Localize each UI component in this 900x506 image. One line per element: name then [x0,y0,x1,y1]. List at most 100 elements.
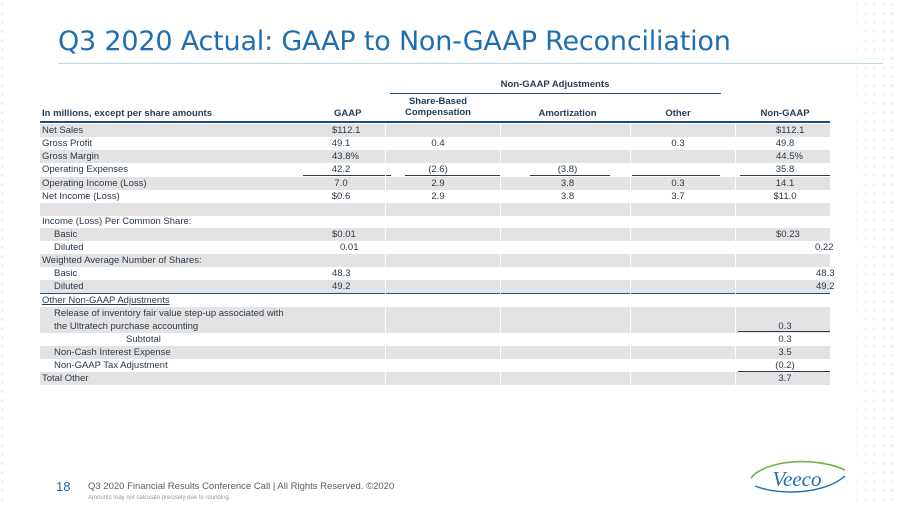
non-gaap-value: 0.3 [778,321,792,332]
column-header-other: Other [665,108,691,119]
non-gaap-value: 0.3 [778,334,792,345]
sbc-value: (2.6) [428,164,448,175]
table-row: Operating Income (Loss) 7.0 2.9 3.8 0.3 … [40,177,830,190]
row-label: Non-Cash Interest Expense [54,347,171,358]
footer-text: Q3 2020 Financial Results Conference Cal… [88,481,395,492]
column-separator [735,123,736,385]
gaap-value: 49.2 [332,281,351,292]
row-label: Net Income (Loss) [42,191,120,202]
table-row-blank [40,203,830,216]
row-label: Net Sales [42,125,84,136]
row-label: Subtotal [126,334,161,345]
title-divider [58,63,883,64]
row-label: Total Other [42,373,89,384]
table-row: Other Non-GAAP Adjustments [40,294,830,307]
table-row: Net Sales $112.1 $112.1 [40,124,830,137]
other-value: 0.3 [671,178,685,189]
table-row: Diluted 0.01 0.22 [40,241,834,254]
gaap-value: $112.1 [332,125,361,136]
column-header-non-gaap: Non-GAAP [760,108,810,119]
non-gaap-value: $112.1 [776,125,805,136]
row-label: Basic [54,268,78,279]
non-gaap-adjustments-header: Non-GAAP Adjustments [500,79,610,90]
non-gaap-value: 14.1 [775,178,795,189]
table-row: Diluted 49.2 49.2 [40,280,835,293]
column-header-gaap: GAAP [334,108,362,119]
subtotal-underline [405,175,500,176]
row-label: Gross Profit [42,138,93,149]
sbc-value: 2.9 [431,178,445,189]
eps-header: Income (Loss) Per Common Share: [42,216,192,227]
subtotal-underline [303,175,391,176]
page-title: Q3 2020 Actual: GAAP to Non-GAAP Reconci… [58,26,731,57]
non-gaap-value: 35.8 [775,164,795,175]
non-gaap-value: $11.0 [773,191,797,202]
column-separator [385,123,386,385]
table-row: Basic 48.3 48.3 [40,267,835,280]
other-adjustments-header: Other Non-GAAP Adjustments [42,295,170,306]
table-row: Gross Margin 43.8% 44.5% [40,150,830,163]
non-gaap-value: 3.7 [778,373,792,384]
gaap-value: $0.6 [331,191,351,202]
non-gaap-value: 3.5 [778,347,792,358]
gaap-value: 42.2 [331,164,351,175]
row-label-line2: the Ultratech purchase accounting [54,321,199,332]
gaap-value: 0.01 [340,242,359,253]
row-label: Basic [54,229,78,240]
page-number: 18 [56,479,71,494]
amortization-value: 3.8 [560,178,575,189]
section-rule [40,293,830,294]
gaap-value: 49.1 [331,138,351,149]
sbc-value: 0.4 [431,138,445,149]
non-gaap-value: 49.2 [816,281,835,292]
table-row: Subtotal 0.3 [40,333,830,346]
table-row: Total Other 3.7 [40,372,830,385]
column-header-sbc-line1: Share-Based [408,96,468,107]
gaap-value: 48.3 [332,268,351,279]
row-label-line1: Release of inventory fair value step-up … [54,308,284,319]
other-value: 0.3 [671,138,685,149]
footer-note: Amounts may not calculate precisely due … [88,495,231,501]
non-gaap-value: 49.8 [775,138,795,149]
table-row: Net Income (Loss) $0.6 2.9 3.8 3.7 $11.0 [40,190,830,203]
table-row: Gross Profit 49.1 0.4 0.3 49.8 [40,137,830,150]
veeco-logo: Veeco [750,460,846,493]
table-row: Non-GAAP Tax Adjustment (0.2) [40,359,830,372]
non-gaap-value: 44.5% [776,151,803,162]
table-row: Basic $0.01 $0.23 [40,228,830,241]
column-separator [630,123,631,385]
decorative-dots-right [825,0,900,506]
non-gaap-value: $0.23 [776,229,800,240]
non-gaap-value: 0.22 [815,242,834,253]
header-rule [40,121,830,123]
subtotal-underline [740,175,830,176]
shares-header: Weighted Average Number of Shares: [42,255,202,266]
row-label: Gross Margin [42,151,100,162]
column-header-sbc: Share-Based Compensation [388,96,488,118]
row-label: Operating Income (Loss) [42,178,147,189]
column-header-label: In millions, except per share amounts [42,108,212,119]
row-label: Non-GAAP Tax Adjustment [54,360,168,371]
table-row: Release of inventory fair value step-up … [40,307,830,333]
amortization-value: 3.8 [560,191,575,202]
column-separator [500,123,501,385]
row-label: Diluted [54,281,84,292]
table-row: Weighted Average Number of Shares: [40,254,830,267]
gaap-value: 43.8% [332,151,359,162]
other-value: 3.7 [671,191,685,202]
non-gaap-value: (0.2) [775,360,795,371]
table-row: Non-Cash Interest Expense 3.5 [40,346,830,359]
column-header-sbc-line2: Compensation [405,107,471,118]
logo-swoosh-blue [754,475,846,493]
subtotal-underline [530,175,610,176]
logo-swoosh-green [750,460,846,479]
row-label: Operating Expenses [42,164,129,175]
logo-text: Veeco [773,467,822,491]
column-header-amortization: Amortization [538,108,597,119]
non-gaap-value: 48.3 [816,268,835,279]
table-row: Operating Expenses 42.2 (2.6) (3.8) 35.8 [40,163,830,176]
amortization-value: (3.8) [557,164,578,175]
group-header-underline [390,93,721,94]
subtotal-underline [632,175,720,176]
gaap-value: 7.0 [334,178,348,189]
